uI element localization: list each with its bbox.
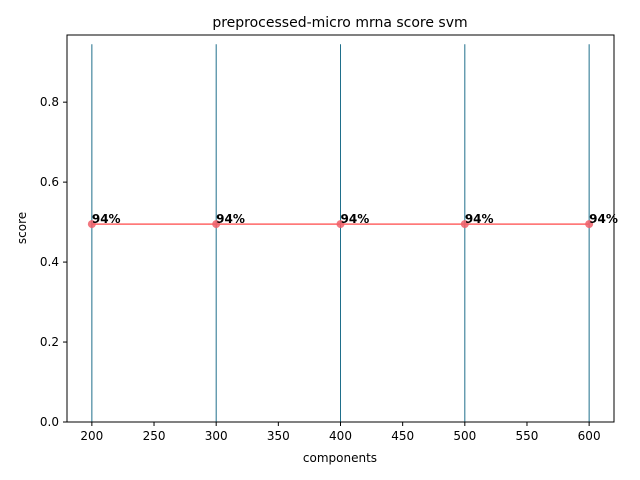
y-tick-label: 0.2	[40, 335, 59, 349]
x-tick-label: 550	[516, 429, 539, 443]
x-tick-label: 300	[205, 429, 228, 443]
data-point	[460, 220, 469, 229]
chart-title: preprocessed-micro mrna score svm	[212, 15, 467, 31]
y-axis: 0.0 0.2 0.4 0.6 0.8	[40, 95, 67, 429]
x-tick-label: 600	[578, 429, 601, 443]
y-tick-label: 0.6	[40, 175, 59, 189]
x-tick-label: 250	[143, 429, 166, 443]
data-point	[212, 220, 221, 229]
x-tick-label: 350	[267, 429, 290, 443]
x-tick-label: 450	[391, 429, 414, 443]
data-label: 94%	[92, 212, 121, 226]
plot-area: 94% 94% 94% 94% 94%	[87, 44, 618, 422]
data-label: 94%	[216, 212, 245, 226]
x-tick-label: 200	[80, 429, 103, 443]
y-tick-label: 0.4	[40, 255, 59, 269]
data-label: 94%	[589, 212, 618, 226]
x-tick-label: 500	[453, 429, 476, 443]
y-tick-label: 0.0	[40, 415, 59, 429]
data-label: 94%	[465, 212, 494, 226]
data-point	[585, 220, 594, 229]
data-label: 94%	[341, 212, 370, 226]
x-tick-label: 400	[329, 429, 352, 443]
data-point	[87, 220, 96, 229]
y-axis-label: score	[15, 212, 29, 244]
x-axis-label: components	[303, 451, 377, 465]
data-point	[336, 220, 345, 229]
y-tick-label: 0.8	[40, 95, 59, 109]
x-axis: 200 250 300 350 400 450 500 550 600	[80, 422, 601, 443]
